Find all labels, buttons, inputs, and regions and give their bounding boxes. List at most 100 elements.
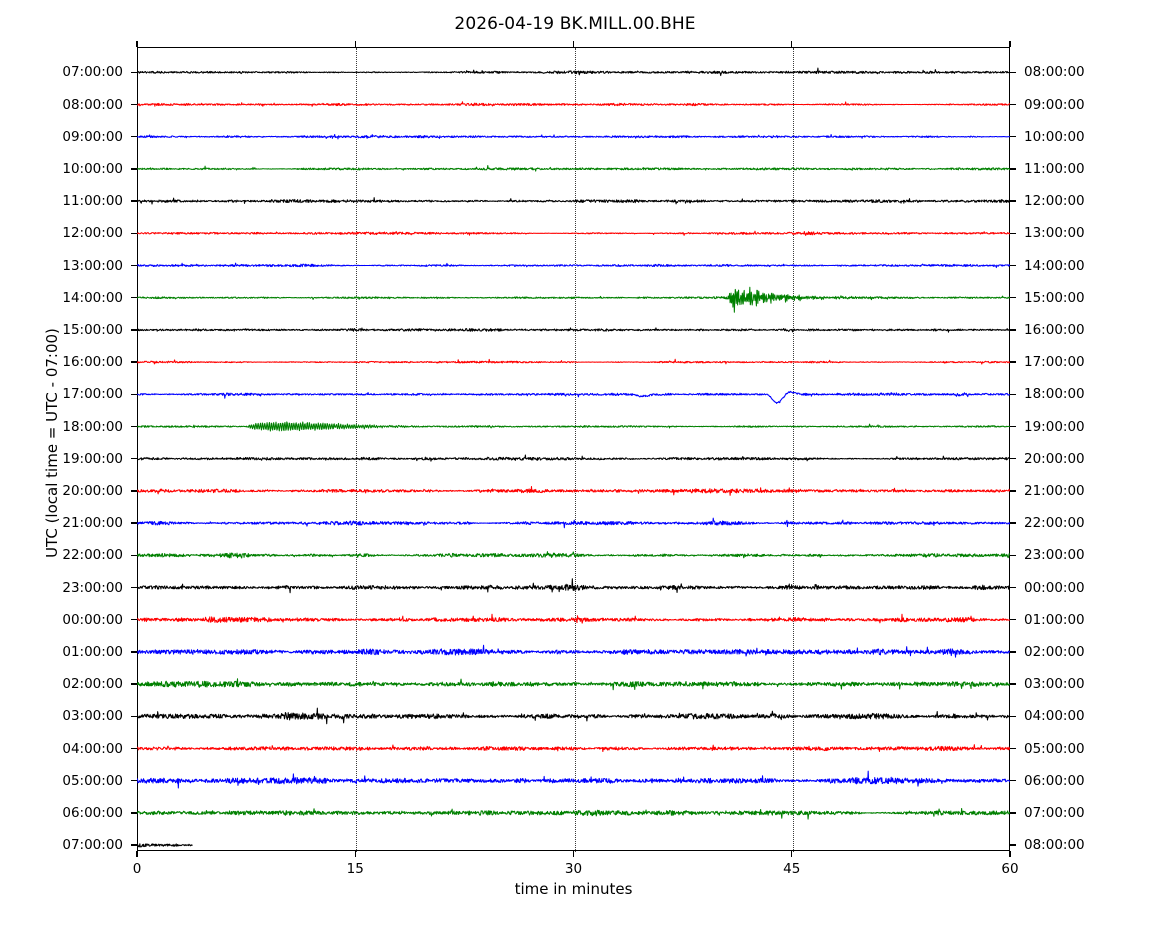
y-axis-tick-label-left: 14:00:00 <box>62 289 123 306</box>
y-axis-tick-label-right: 18:00:00 <box>1024 386 1085 403</box>
y-axis-tick-label-left: 04:00:00 <box>62 740 123 757</box>
y-tick-right <box>1010 393 1016 395</box>
x-tick-60 <box>1009 851 1011 857</box>
y-axis-tick-label-right: 15:00:00 <box>1024 289 1085 306</box>
gridline-x-30 <box>574 48 576 852</box>
y-axis-tick-label-right: 12:00:00 <box>1024 193 1085 210</box>
y-axis-tick-label-right: 09:00:00 <box>1024 96 1085 113</box>
y-tick-right <box>1010 651 1016 653</box>
x-axis-tick-label: 15 <box>346 861 364 877</box>
y-tick-left <box>131 683 137 685</box>
y-tick-left <box>131 393 137 395</box>
y-axis-tick-label-right: 03:00:00 <box>1024 676 1085 693</box>
y-tick-right <box>1010 361 1016 363</box>
y-tick-left <box>131 490 137 492</box>
y-tick-left <box>131 619 137 621</box>
gridline-x-15 <box>356 48 358 852</box>
y-tick-right <box>1010 425 1016 428</box>
y-axis-tick-label-right: 16:00:00 <box>1024 321 1085 338</box>
y-tick-right <box>1010 780 1016 782</box>
y-tick-right <box>1010 554 1016 556</box>
y-tick-right <box>1010 71 1016 73</box>
y-tick-left <box>131 554 137 556</box>
y-tick-right <box>1010 715 1016 717</box>
x-axis-tick-label: 45 <box>783 861 801 877</box>
x-tick-45 <box>791 851 793 857</box>
y-tick-right <box>1010 619 1016 621</box>
x-tick-top-30 <box>572 41 575 47</box>
y-axis-tick-label-left: 07:00:00 <box>62 837 123 854</box>
y-tick-right <box>1010 232 1016 234</box>
y-tick-right <box>1010 522 1016 524</box>
y-axis-tick-label-right: 07:00:00 <box>1024 804 1085 821</box>
y-tick-left <box>131 780 137 782</box>
x-axis-tick-label: 60 <box>1001 861 1019 877</box>
y-axis-tick-label-right: 10:00:00 <box>1024 128 1085 145</box>
y-tick-left <box>131 586 137 589</box>
y-tick-left <box>131 844 137 846</box>
x-axis-tick-label: 30 <box>564 861 583 877</box>
x-tick-15 <box>354 851 356 857</box>
y-axis-tick-label-left: 21:00:00 <box>62 515 123 532</box>
y-tick-left <box>131 297 137 299</box>
y-axis-tick-label-left: 02:00:00 <box>62 676 123 693</box>
y-axis-tick-label-right: 01:00:00 <box>1024 611 1085 628</box>
y-tick-left <box>131 136 137 138</box>
y-axis-tick-label-left: 13:00:00 <box>62 257 123 274</box>
y-axis-tick-label-right: 23:00:00 <box>1024 547 1085 564</box>
y-tick-right <box>1010 297 1016 299</box>
y-tick-right <box>1010 103 1016 106</box>
y-tick-left <box>131 715 137 717</box>
y-axis-tick-label-left: 15:00:00 <box>62 321 123 338</box>
y-axis-tick-label-left: 23:00:00 <box>62 579 123 596</box>
y-tick-left <box>131 361 137 363</box>
y-axis-tick-label-left: 16:00:00 <box>62 354 123 371</box>
y-tick-left <box>131 522 137 524</box>
y-axis-tick-label-left: 09:00:00 <box>62 128 123 145</box>
y-tick-right <box>1010 329 1016 331</box>
y-axis-tick-label-left: 07:00:00 <box>62 64 123 81</box>
y-axis-tick-label-left: 03:00:00 <box>62 708 123 725</box>
y-tick-left <box>131 103 137 106</box>
y-tick-left <box>131 264 137 267</box>
y-axis-tick-label-left: 06:00:00 <box>62 804 123 821</box>
x-axis-tick-label: 0 <box>132 861 142 877</box>
y-axis-tick-label-left: 08:00:00 <box>62 96 123 113</box>
y-axis-tick-label-right: 13:00:00 <box>1024 225 1085 242</box>
y-tick-right <box>1010 458 1016 460</box>
y-axis-tick-label-right: 19:00:00 <box>1024 418 1085 435</box>
y-axis-tick-label-right: 17:00:00 <box>1024 354 1085 371</box>
y-tick-right <box>1010 812 1016 814</box>
x-tick-30 <box>572 851 575 857</box>
y-axis-tick-label-right: 00:00:00 <box>1024 579 1085 596</box>
y-tick-left <box>131 168 137 170</box>
y-tick-right <box>1010 136 1016 138</box>
plot-area <box>137 47 1010 852</box>
y-axis-tick-label-left: 05:00:00 <box>62 772 123 789</box>
gridline-x-45 <box>792 48 794 852</box>
y-tick-left <box>131 812 137 814</box>
y-tick-right <box>1010 490 1016 492</box>
y-axis-tick-label-left: 11:00:00 <box>62 193 123 210</box>
x-tick-top-60 <box>1009 41 1011 47</box>
y-tick-left <box>131 200 137 202</box>
y-tick-right <box>1010 844 1016 846</box>
y-axis-tick-label-right: 08:00:00 <box>1024 837 1085 854</box>
x-tick-top-0 <box>136 41 138 47</box>
x-axis-label: time in minutes <box>514 880 633 898</box>
y-tick-left <box>131 232 137 234</box>
y-tick-left <box>131 425 137 428</box>
y-axis-tick-label-right: 04:00:00 <box>1024 708 1085 725</box>
y-axis-tick-label-left: 00:00:00 <box>62 611 123 628</box>
x-tick-top-15 <box>354 41 356 47</box>
page-title: 2026-04-19 BK.MILL.00.BHE <box>454 14 696 34</box>
y-axis-tick-label-right: 08:00:00 <box>1024 64 1085 81</box>
y-axis-tick-label-right: 14:00:00 <box>1024 257 1085 274</box>
y-axis-tick-label-left: 17:00:00 <box>62 386 123 403</box>
y-tick-left <box>131 329 137 331</box>
y-axis-tick-label-right: 22:00:00 <box>1024 515 1085 532</box>
y-axis-tick-label-left: 19:00:00 <box>62 450 123 467</box>
y-tick-left <box>131 71 137 73</box>
y-tick-right <box>1010 200 1016 202</box>
x-tick-top-45 <box>791 41 793 47</box>
